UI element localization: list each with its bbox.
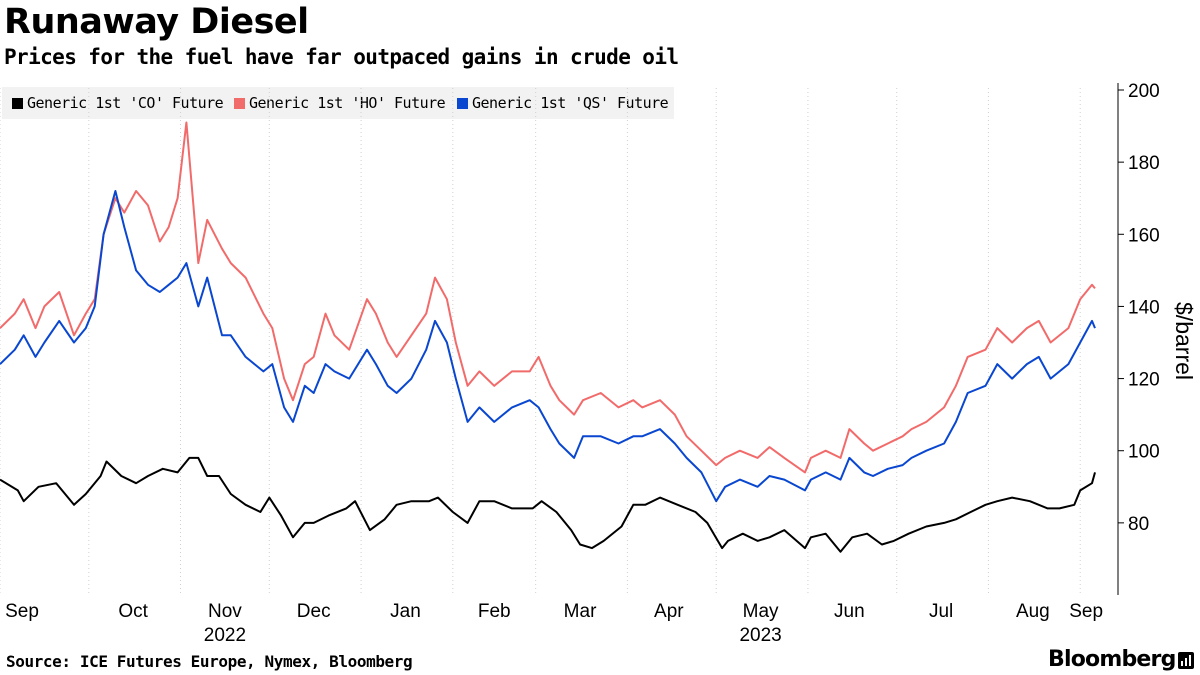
legend-label-qs: Generic 1st 'QS' Future xyxy=(472,94,669,112)
x-tick-label: May xyxy=(743,601,779,622)
y-tick-label: 100 xyxy=(1128,442,1160,463)
y-tick-label: 80 xyxy=(1128,514,1149,535)
series-line-co xyxy=(0,456,1096,553)
x-tick-label: Oct xyxy=(118,601,148,622)
chart-subtitle: Prices for the fuel have far outpaced ga… xyxy=(4,45,679,69)
legend-swatch-ho xyxy=(234,98,245,109)
x-tick-label: Dec xyxy=(297,601,331,622)
x-year-label: 2022 xyxy=(204,625,246,646)
x-tick-label: Sep xyxy=(5,601,39,622)
y-tick-label: 200 xyxy=(1128,81,1160,102)
y-tick-label: 160 xyxy=(1128,225,1160,246)
x-tick-label: Sep xyxy=(1069,601,1103,622)
x-tick-label: Apr xyxy=(654,601,684,622)
bar-chart-icon xyxy=(1178,652,1194,669)
x-tick-label: Jan xyxy=(390,601,421,622)
y-tick-label: 180 xyxy=(1128,153,1160,174)
x-tick-label: Jun xyxy=(834,601,865,622)
x-tick-label: Aug xyxy=(1016,601,1050,622)
x-tick-label: Mar xyxy=(564,601,597,622)
source-note: Source: ICE Futures Europe, Nymex, Bloom… xyxy=(6,652,413,671)
legend-item-qs: Generic 1st 'QS' Future xyxy=(457,94,669,112)
legend-swatch-co xyxy=(12,98,23,109)
y-axis-label: $/barrel xyxy=(1171,302,1197,380)
x-tick-label: Jul xyxy=(929,601,953,622)
y-tick-label: 120 xyxy=(1128,370,1160,391)
legend: Generic 1st 'CO' Future Generic 1st 'HO'… xyxy=(2,87,674,119)
series-line-qs xyxy=(0,190,1096,503)
legend-swatch-qs xyxy=(457,98,468,109)
legend-item-co: Generic 1st 'CO' Future xyxy=(12,94,224,112)
bloomberg-logo: Bloomberg xyxy=(1048,647,1176,672)
x-year-label: 2023 xyxy=(739,625,781,646)
y-tick-label: 140 xyxy=(1128,297,1160,318)
x-tick-label: Nov xyxy=(208,601,242,622)
legend-item-ho: Generic 1st 'HO' Future xyxy=(234,94,446,112)
series-line-ho xyxy=(0,121,1096,474)
legend-label-co: Generic 1st 'CO' Future xyxy=(27,94,224,112)
legend-label-ho: Generic 1st 'HO' Future xyxy=(249,94,446,112)
chart-title: Runaway Diesel xyxy=(4,2,309,42)
x-tick-label: Feb xyxy=(478,601,511,622)
